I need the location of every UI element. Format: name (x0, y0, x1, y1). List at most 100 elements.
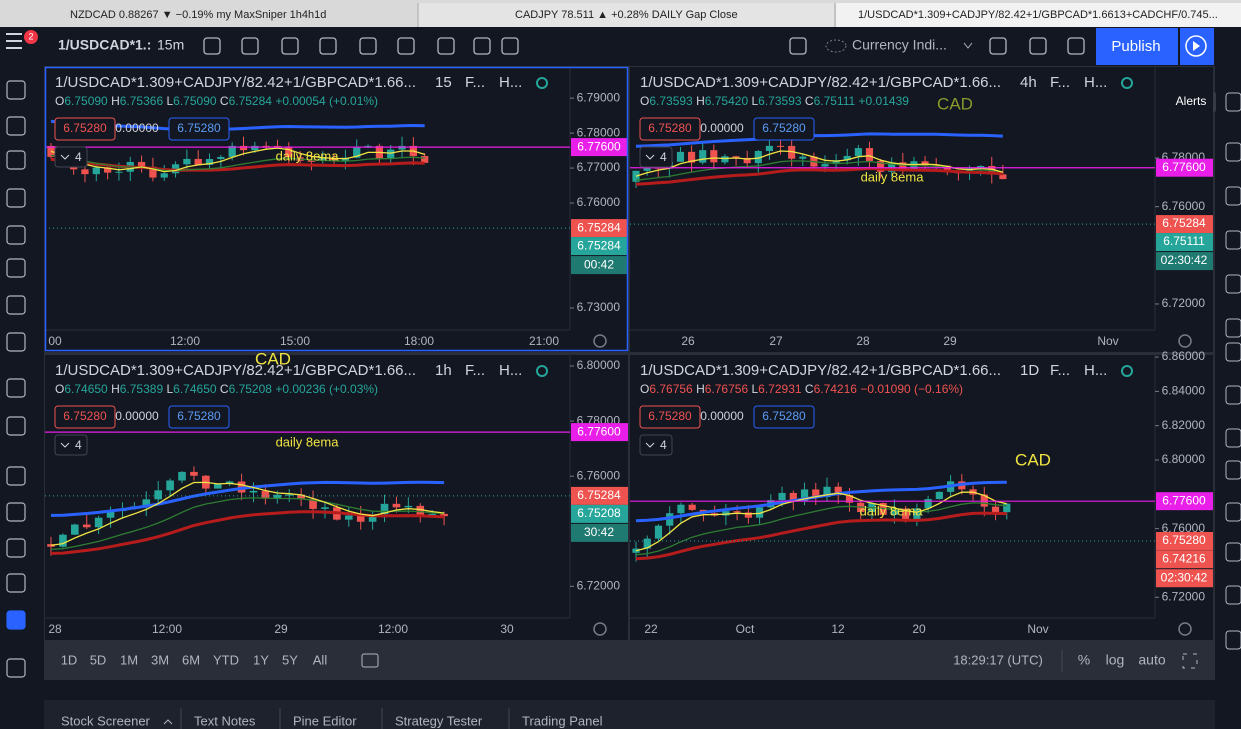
tool-icon[interactable] (6, 332, 26, 352)
tool-icon[interactable] (6, 538, 26, 558)
tab[interactable]: NZDCAD 0.88267 ▼ −0.19% my MaxSniper 1h4… (70, 9, 326, 21)
toolbar-icon[interactable] (789, 37, 807, 55)
indicator[interactable]: Currency Indi... (852, 37, 947, 53)
toolbar-icon[interactable] (397, 37, 415, 55)
tab[interactable]: CADJPY 78.511 ▲ +0.28% DAILY Gap Close (515, 9, 738, 21)
toolbar-icon[interactable] (1029, 37, 1047, 55)
settings-icon[interactable] (593, 622, 607, 636)
ohlc-line: O6.73593 H6.75420 L6.73593 C6.75111 +0.0… (640, 94, 909, 108)
publish-text[interactable]: Publish (1111, 38, 1160, 55)
toolbar-icon[interactable] (1067, 37, 1085, 55)
sidebar-icon[interactable] (1225, 274, 1241, 294)
toolbar-icon[interactable] (241, 37, 259, 55)
toolbar-icon[interactable] (359, 37, 377, 55)
sidebar-icon[interactable] (1225, 428, 1241, 448)
range-button[interactable]: 5D (90, 652, 107, 667)
sidebar-icon[interactable] (1225, 318, 1241, 338)
tab[interactable]: 1/USDCAD*1.309+CADJPY/82.42+1/GBPCAD*1.6… (858, 9, 1218, 21)
input-box[interactable] (54, 405, 116, 429)
sidebar-icon[interactable] (1225, 502, 1241, 522)
settings-icon[interactable] (593, 334, 607, 348)
tool-icon[interactable] (6, 573, 26, 593)
tool-icon[interactable] (6, 225, 26, 245)
interval[interactable]: 15m (157, 37, 184, 53)
input-box[interactable] (639, 405, 701, 429)
toolbar-icon[interactable] (319, 37, 337, 55)
tool-icon[interactable] (6, 416, 26, 436)
bottom-tab[interactable]: Pine Editor (293, 713, 357, 728)
range-button[interactable]: All (313, 652, 328, 667)
sidebar-icon[interactable] (1225, 342, 1241, 362)
tool-icon[interactable] (6, 80, 26, 100)
sidebar-icon[interactable] (1225, 186, 1241, 206)
toolbar-icon[interactable] (473, 37, 491, 55)
sidebar-icon[interactable] (1225, 460, 1241, 480)
tool-icon[interactable] (6, 378, 26, 398)
y-tick-label: 6.76000 (1162, 521, 1206, 535)
candle-body (160, 173, 168, 178)
pane-interval: 1h (435, 362, 452, 379)
candle-body (81, 169, 89, 175)
range-button[interactable]: 6M (182, 652, 200, 667)
scale-button[interactable]: auto (1138, 652, 1165, 668)
range-button[interactable]: 5Y (282, 652, 298, 667)
sidebar-icon[interactable] (1225, 630, 1241, 650)
ohlc-value: 6.74650 (173, 382, 217, 396)
publish-button[interactable] (1096, 28, 1178, 65)
sidebar-icon[interactable] (1225, 230, 1241, 250)
fullscreen-icon[interactable] (1182, 653, 1198, 669)
moving-average (635, 132, 1003, 148)
tool-icon[interactable] (6, 258, 26, 278)
sidebar-icon[interactable] (1225, 142, 1241, 162)
range-button[interactable]: 1M (120, 652, 138, 667)
tool-icon[interactable] (6, 116, 26, 136)
pane-h: H... (499, 74, 522, 91)
ohlc-value: 6.75420 (705, 94, 749, 108)
toolbar-icon[interactable] (437, 37, 455, 55)
toolbar-icon[interactable] (501, 37, 519, 55)
live-dot (536, 77, 548, 89)
range-button[interactable]: 1Y (253, 652, 269, 667)
bottom-tab[interactable]: Text Notes (194, 713, 256, 728)
range-button[interactable]: 3M (151, 652, 169, 667)
toolbar-icon[interactable] (281, 37, 299, 55)
scale-button[interactable]: % (1078, 652, 1090, 668)
sidebar-icon[interactable] (1225, 385, 1241, 405)
tool-icon[interactable] (6, 188, 26, 208)
collapse-box[interactable] (54, 146, 88, 168)
candle-body (353, 147, 361, 158)
sidebar-icon[interactable] (1225, 585, 1241, 605)
collapse-box[interactable] (639, 146, 673, 168)
range-button[interactable]: 1D (61, 652, 78, 667)
input-box[interactable] (753, 117, 815, 141)
sidebar-icon[interactable] (1225, 542, 1241, 562)
collapse-box[interactable] (639, 434, 673, 456)
tool-icon[interactable] (6, 502, 26, 522)
bottom-tab[interactable]: Trading Panel (522, 713, 603, 728)
toolbar-icon[interactable] (989, 37, 1007, 55)
scale-button[interactable]: log (1106, 652, 1125, 668)
tool-icon[interactable] (6, 466, 26, 486)
tool-icon[interactable] (6, 610, 26, 630)
toolbar-icon[interactable] (203, 37, 221, 55)
tool-icon[interactable] (6, 658, 26, 678)
input-box[interactable] (753, 405, 815, 429)
settings-icon[interactable] (1178, 334, 1192, 348)
settings-icon[interactable] (1178, 622, 1192, 636)
bottom-tab[interactable]: Strategy Tester (395, 713, 483, 728)
input-box[interactable] (168, 117, 230, 141)
date-range-icon[interactable] (361, 653, 379, 668)
sidebar-icon[interactable] (1225, 92, 1241, 112)
input-box[interactable] (639, 117, 701, 141)
tool-icon[interactable] (6, 295, 26, 315)
tool-icon[interactable] (6, 150, 26, 170)
range-button[interactable]: YTD (213, 652, 239, 667)
bottom-tab[interactable]: Stock Screener (61, 713, 151, 728)
collapse-box[interactable] (54, 434, 88, 456)
symbol[interactable]: 1/USDCAD*1.: (58, 37, 151, 53)
price-tag (571, 423, 628, 442)
pane-h: H... (1084, 74, 1107, 91)
input-box[interactable] (168, 405, 230, 429)
input-box[interactable] (54, 117, 116, 141)
pane-title: 1/USDCAD*1.309+CADJPY/82.42+1/GBPCAD*1.6… (640, 74, 1001, 91)
